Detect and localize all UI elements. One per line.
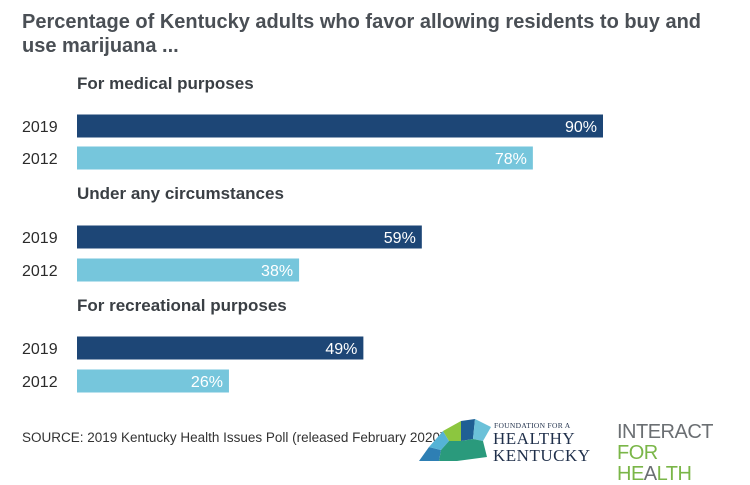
bar-value-label: 49% (325, 341, 357, 358)
year-label: 2012 (22, 151, 58, 168)
bar-value-label: 59% (384, 230, 416, 247)
ifh-interact-text: INTERACT (617, 421, 714, 443)
chart-title: Percentage of Kentucky adults who favor … (22, 11, 702, 57)
group-heading: For medical purposes (77, 74, 254, 93)
bar-value-label: 90% (565, 119, 597, 136)
bar (77, 258, 300, 282)
ifh-a: A (643, 463, 657, 485)
bar (77, 336, 364, 360)
year-label: 2019 (22, 230, 58, 247)
year-label: 2019 (22, 119, 58, 136)
bar-value-label: 26% (191, 374, 223, 391)
fhk-healthy-text: HEALTHY (493, 429, 576, 448)
kentucky-map-icon (419, 419, 491, 461)
foundation-healthy-kentucky-logo: FOUNDATION FOR A HEALTHY KENTUCKY (417, 417, 597, 465)
group-heading: Under any circumstances (77, 184, 284, 203)
bar-value-label: 78% (495, 151, 527, 168)
year-label: 2019 (22, 341, 58, 358)
bar (77, 225, 422, 249)
year-label: 2012 (22, 263, 58, 280)
interact-for-health-logo: INTERACT FOR HEALTH (617, 420, 732, 485)
year-label: 2012 (22, 374, 58, 391)
fhk-small-text: FOUNDATION FOR A (494, 421, 571, 430)
bar-value-label: 38% (261, 263, 293, 280)
bar (77, 369, 229, 393)
group-heading: For recreational purposes (77, 296, 287, 315)
ifh-for-health-text: FOR HEALTH (617, 443, 732, 485)
fhk-kentucky-text: KENTUCKY (493, 446, 591, 465)
bar (77, 114, 603, 138)
ifh-lth: LTH (656, 463, 692, 485)
bar (77, 146, 533, 170)
ifh-for-he: FOR HE (617, 442, 658, 485)
source-note: SOURCE: 2019 Kentucky Health Issues Poll… (22, 430, 445, 445)
bar-chart: For medical purposes 2019 90% 2012 78% Under … (22, 74, 603, 393)
